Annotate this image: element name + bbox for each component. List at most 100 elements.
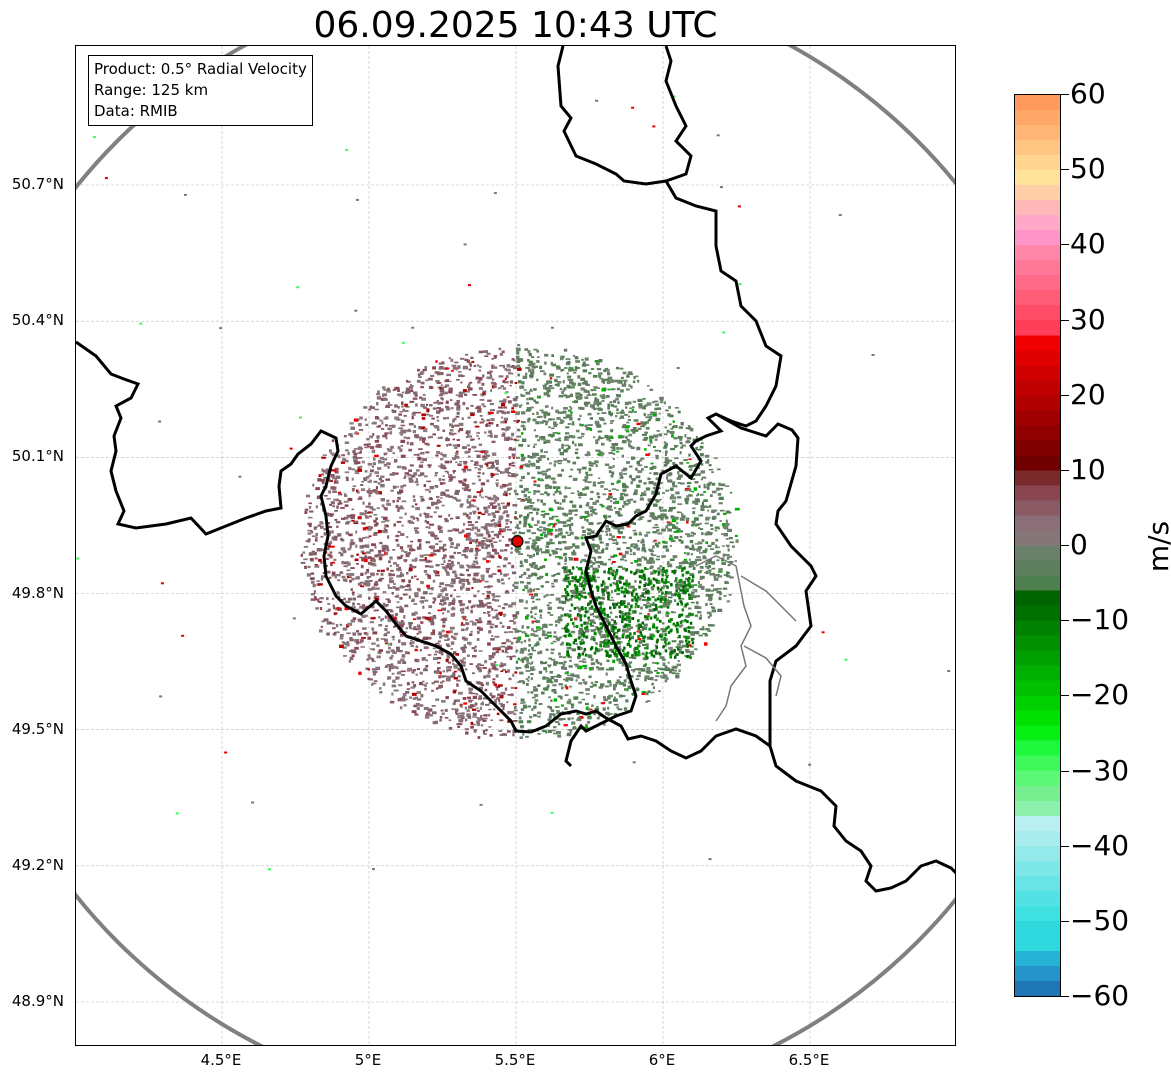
echo-pixel: [516, 364, 520, 367]
echo-pixel: [428, 565, 434, 568]
echo-pixel: [439, 529, 443, 534]
echo-pixel: [633, 411, 637, 413]
echo-pixel: [495, 497, 500, 501]
echo-pixel: [431, 501, 436, 505]
echo-pixel: [481, 513, 486, 516]
echo-pixel: [536, 629, 541, 631]
echo-pixel: [529, 376, 534, 379]
echo-pixel: [468, 384, 471, 388]
echo-pixel: [412, 430, 416, 434]
echo-pixel: [489, 585, 493, 588]
echo-pixel: [433, 511, 437, 514]
echo-pixel: [390, 663, 393, 666]
echo-pixel: [602, 702, 606, 705]
echo-pixel: [599, 640, 604, 644]
echo-pixel: [344, 441, 350, 444]
echo-pixel: [331, 571, 336, 575]
echo-pixel: [697, 606, 702, 610]
echo-pixel: [386, 503, 391, 506]
echo-pixel: [452, 689, 457, 692]
echo-pixel: [690, 601, 695, 604]
echo-pixel: [632, 406, 635, 408]
echo-pixel: [536, 511, 539, 515]
echo-pixel: [630, 480, 633, 483]
echo-pixel: [470, 605, 473, 609]
echo-pixel: [420, 386, 424, 389]
echo-pixel: [614, 631, 619, 634]
echo-pixel: [487, 376, 493, 380]
echo-pixel: [329, 540, 333, 544]
echo-pixel: [403, 615, 406, 619]
echo-pixel: [491, 381, 495, 384]
echo-pixel: [437, 594, 441, 598]
echo-pixel: [715, 538, 719, 542]
echo-pixel: [577, 656, 581, 660]
echo-pixel: [517, 498, 522, 500]
echo-pixel: [454, 528, 460, 532]
echo-pixel: [352, 488, 354, 492]
echo-pixel: [408, 595, 411, 599]
echo-pixel: [722, 545, 725, 547]
echo-pixel: [504, 411, 507, 415]
radar-map[interactable]: [75, 45, 956, 1046]
echo-pixel: [441, 398, 444, 401]
echo-pixel: [592, 683, 597, 687]
echo-pixel: [671, 593, 676, 597]
echo-pixel: [664, 665, 668, 668]
echo-pixel: [523, 639, 527, 643]
echo-pixel: [531, 649, 537, 652]
echo-pixel: [715, 544, 718, 547]
echo-pixel: [472, 655, 477, 658]
echo-pixel: [659, 482, 663, 485]
echo-pixel: [483, 506, 488, 510]
echo-pixel: [602, 597, 605, 600]
echo-pixel: [664, 452, 667, 456]
echo-pixel: [706, 486, 710, 490]
echo-pixel: [482, 593, 485, 595]
echo-pixel: [574, 451, 578, 455]
echo-pixel: [592, 567, 598, 571]
echo-pixel: [664, 516, 668, 519]
echo-pixel: [412, 697, 417, 700]
echo-pixel: [359, 512, 364, 516]
echo-pixel: [425, 488, 430, 491]
echo-pixel: [727, 563, 731, 567]
echo-pixel: [458, 422, 464, 427]
echo-pixel: [548, 553, 552, 557]
echo-pixel: [438, 650, 443, 653]
echo-pixel: [528, 554, 533, 559]
echo-pixel: [389, 579, 394, 584]
echo-pixel: [423, 512, 426, 515]
echo-pixel: [595, 596, 599, 599]
echo-pixel: [457, 667, 462, 671]
echo-pixel: [380, 619, 383, 622]
echo-pixel: [352, 450, 356, 454]
echo-pixel: [567, 385, 572, 389]
echo-pixel: [433, 653, 438, 656]
echo-pixel: [532, 418, 537, 422]
echo-pixel: [597, 496, 601, 499]
echo-pixel: [696, 523, 700, 526]
echo-pixel: [315, 526, 318, 528]
echo-pixel: [329, 555, 333, 559]
echo-pixel: [334, 612, 338, 615]
echo-pixel: [615, 615, 618, 618]
echo-pixel: [356, 563, 359, 565]
echo-pixel: [543, 623, 547, 626]
echo-pixel: [609, 683, 612, 687]
echo-pixel: [680, 421, 684, 426]
echo-pixel: [482, 543, 487, 546]
echo-pixel: [671, 672, 676, 675]
echo-pixel: [447, 559, 452, 562]
echo-pixel: [530, 463, 536, 467]
echo-pixel: [557, 722, 561, 726]
echo-pixel: [510, 410, 516, 413]
echo-pixel: [701, 476, 707, 479]
echo-pixel: [613, 507, 617, 509]
echo-pixel: [497, 387, 502, 390]
echo-pixel: [529, 390, 533, 392]
echo-pixel: [486, 352, 491, 355]
echo-pixel: [391, 692, 394, 696]
echo-pixel: [316, 548, 322, 552]
echo-pixel: [543, 372, 547, 376]
